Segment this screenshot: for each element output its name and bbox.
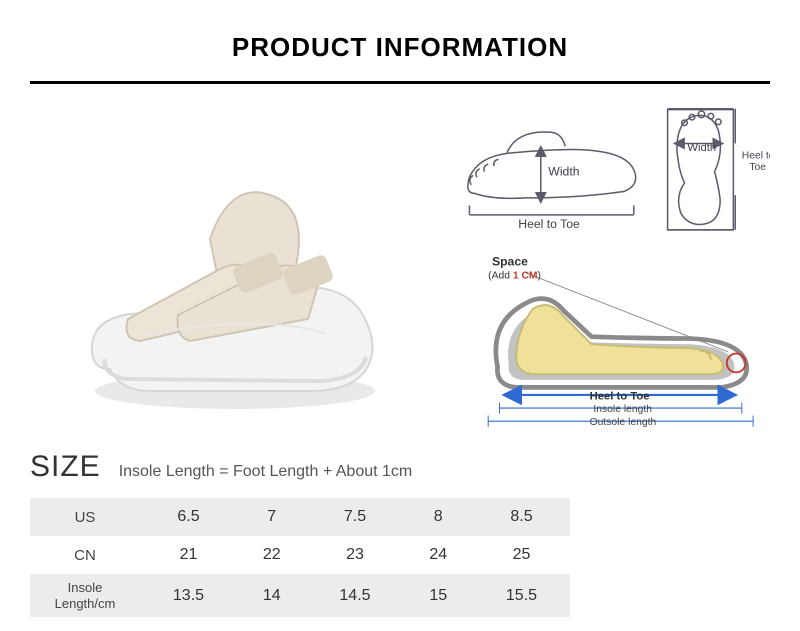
diagram-column: Width Heel to Toe Width Heel toToe [460,94,770,444]
size-heading: SIZE [30,450,101,484]
outsole-length-label: Outsole length [590,416,657,427]
foot-measure-diagram: Width Heel to Toe Width Heel toToe [460,104,770,236]
space-label: Space [492,254,528,268]
space-add-open: (Add [488,270,513,281]
size-cell: 7.5 [306,498,403,536]
insole-length-label: Insole length [593,403,652,414]
svg-text:(Add 1 CM): (Add 1 CM) [488,270,541,281]
size-cell: 24 [403,536,473,574]
size-cell: 25 [473,536,570,574]
footprint-heel-toe-label: Heel toToe [742,150,770,172]
size-cell: 14 [237,574,307,617]
table-row: US6.577.588.5 [30,498,570,536]
table-row: InsoleLength/cm13.51414.51515.5 [30,574,570,617]
space-add-close: ) [538,270,541,281]
size-cell: 6.5 [140,498,237,536]
size-table: US6.577.588.5CN2122232425InsoleLength/cm… [30,498,570,617]
table-row: CN2122232425 [30,536,570,574]
header: PRODUCT INFORMATION [0,0,800,73]
size-cell: 7 [237,498,307,536]
size-cell: 23 [306,536,403,574]
row-label: US [30,498,140,536]
footprint-width-label: Width [687,142,716,154]
size-cell: 13.5 [140,574,237,617]
size-formula: Insole Length = Foot Length + About 1cm [119,463,413,481]
size-cell: 15.5 [473,574,570,617]
size-header-line: SIZE Insole Length = Foot Length + About… [30,450,770,484]
size-cell: 8 [403,498,473,536]
size-section: SIZE Insole Length = Foot Length + About… [0,450,800,617]
size-cell: 14.5 [306,574,403,617]
size-cell: 15 [403,574,473,617]
shoe-side-diagram: Space (Add 1 CM) Heel to Toe Insole leng… [460,254,770,432]
size-cell: 8.5 [473,498,570,536]
size-cell: 22 [237,536,307,574]
heel-to-toe-label: Heel to Toe [518,217,580,231]
row-label: InsoleLength/cm [30,574,140,617]
heel-to-toe-bold: Heel to Toe [590,390,650,402]
width-label: Width [548,164,579,178]
space-add-value: 1 CM [513,270,538,281]
sandal-illustration [70,119,400,419]
page-title: PRODUCT INFORMATION [0,32,800,63]
product-image [30,94,440,444]
row-label: CN [30,536,140,574]
content-row: Width Heel to Toe Width Heel toToe [0,84,800,444]
size-cell: 21 [140,536,237,574]
